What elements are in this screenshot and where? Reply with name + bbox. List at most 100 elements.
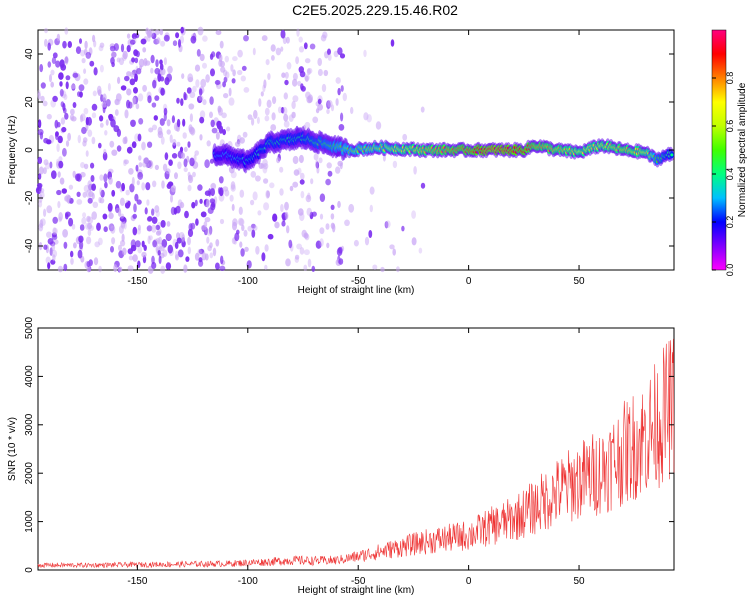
spectrogram-cell bbox=[337, 200, 341, 209]
spectrogram-cell bbox=[372, 264, 378, 270]
spectrogram-cell bbox=[121, 233, 125, 242]
spectrogram-cell bbox=[72, 170, 76, 178]
spectrogram-cell bbox=[135, 164, 139, 172]
snr-y-axis-label: SNR (10 * v/v) bbox=[7, 417, 18, 481]
spectrogram-cell bbox=[239, 189, 245, 198]
spectrogram-cell bbox=[262, 165, 268, 174]
spectrogram-panel: -150 -100 -50 0 50 -40 -20 0 20 40 Height of stra… bbox=[7, 26, 675, 296]
spectrogram-cell bbox=[299, 212, 305, 222]
y-tick-label: 3000 bbox=[24, 413, 35, 436]
spectrogram-cell bbox=[155, 230, 162, 236]
spectrogram-cell bbox=[126, 33, 131, 39]
spectrogram-cell bbox=[323, 69, 329, 77]
spectrogram-cell bbox=[284, 201, 289, 211]
spectrogram-cell bbox=[286, 62, 292, 70]
spectrogram-cell bbox=[199, 116, 205, 124]
spectrogram-cell bbox=[128, 168, 134, 175]
spectrogram-cell bbox=[180, 26, 184, 34]
spectrogram-cell bbox=[210, 187, 216, 197]
spectrogram-cell bbox=[147, 95, 152, 104]
colorbar-tick-label: 0.8 bbox=[725, 72, 735, 85]
spectrogram-cell bbox=[110, 225, 116, 234]
spectrogram-cell bbox=[160, 265, 166, 274]
spectrogram-cell bbox=[266, 190, 270, 198]
spectrogram-cell bbox=[158, 255, 162, 264]
spectrogram-cell bbox=[363, 112, 369, 121]
spectrogram-cell bbox=[317, 98, 322, 105]
spectrogram-cell bbox=[64, 55, 69, 65]
spectrogram-cell bbox=[231, 78, 236, 84]
spectrogram-cell bbox=[146, 199, 150, 206]
spectrogram-cell bbox=[176, 118, 181, 128]
spectrogram-cell bbox=[220, 255, 224, 265]
spectrogram-cell bbox=[130, 239, 136, 249]
spectrogram-cell bbox=[307, 94, 313, 103]
spectrogram-cell bbox=[147, 235, 151, 245]
spectrogram-cell bbox=[52, 254, 56, 262]
spectrogram-cell bbox=[237, 69, 243, 76]
spectrogram-cell bbox=[191, 201, 196, 209]
spectrogram-cell bbox=[232, 221, 237, 231]
spectrogram-cell bbox=[42, 167, 47, 175]
spectrogram-cell bbox=[151, 32, 157, 40]
spectrogram-cell bbox=[318, 157, 323, 164]
spectrogram-cell bbox=[402, 133, 408, 141]
spectrogram-cell bbox=[142, 47, 147, 53]
spectrogram-cell bbox=[137, 260, 141, 269]
spectrogram-cell bbox=[261, 252, 266, 262]
spectrogram-cell bbox=[196, 49, 201, 57]
spectrogram-cell bbox=[145, 182, 151, 191]
spectrogram-cell bbox=[99, 174, 104, 181]
spectrogram-cell bbox=[58, 72, 64, 80]
spectrogram-cell bbox=[230, 64, 234, 72]
spectrogram-cell bbox=[159, 59, 163, 65]
spectrogram-cell bbox=[37, 156, 43, 164]
spectrogram-cell bbox=[63, 263, 68, 272]
spectrogram-cell bbox=[126, 146, 133, 154]
spectrogram-cell bbox=[170, 194, 173, 203]
spectrogram-cell bbox=[330, 213, 335, 220]
spectrogram-cell bbox=[56, 189, 62, 196]
spectrogram-cell bbox=[102, 213, 108, 220]
spectrogram-cell bbox=[157, 126, 163, 136]
spectrogram-cell bbox=[62, 229, 68, 238]
spectrogram-cell bbox=[413, 166, 417, 175]
spectrogram-cell bbox=[51, 234, 58, 240]
spectrogram-cell bbox=[120, 213, 125, 219]
spectrogram-cell bbox=[420, 182, 426, 189]
spectrogram-cell bbox=[111, 149, 118, 156]
spectrogram-cell bbox=[184, 210, 189, 219]
spectrogram-cell bbox=[132, 213, 137, 219]
spectrogram-cell bbox=[187, 228, 194, 238]
spectrogram-cell bbox=[189, 113, 193, 123]
spectrogram-cell bbox=[223, 93, 229, 99]
spectrogram-cell bbox=[342, 92, 347, 102]
spectrogram-cell bbox=[292, 72, 298, 81]
y-tick-label: 20 bbox=[24, 96, 35, 108]
spectrogram-cell bbox=[264, 244, 269, 252]
spectrogram-cell bbox=[143, 58, 148, 67]
spectrogram-cell bbox=[301, 229, 307, 238]
spectrogram-cell bbox=[170, 206, 176, 216]
spectrogram-cell bbox=[58, 216, 62, 223]
spectrogram-cell bbox=[185, 256, 190, 262]
spectrogram-cell bbox=[90, 175, 95, 182]
spectrogram-cell bbox=[385, 220, 391, 228]
spectrogram-cell bbox=[167, 244, 173, 254]
spectrogram-cell bbox=[218, 176, 224, 184]
spectrogram-cell bbox=[45, 256, 51, 264]
spectrogram-cell bbox=[85, 150, 89, 157]
spectrogram-cell bbox=[50, 81, 54, 88]
colorbar: 0.0 0.2 0.4 0.6 0.8 Normalized spectral ampl… bbox=[711, 29, 748, 276]
spectrogram-cell bbox=[236, 229, 240, 235]
spectrogram-cell bbox=[310, 178, 314, 185]
spectrogram-cell bbox=[326, 162, 332, 169]
spectrogram-cell bbox=[256, 116, 260, 124]
spectrogram-cell bbox=[392, 248, 397, 256]
spectrogram-cell bbox=[283, 113, 289, 122]
spectrogram-cell bbox=[133, 203, 137, 213]
spectrogram-cell bbox=[82, 191, 87, 198]
x-tick-label: -100 bbox=[238, 576, 258, 587]
